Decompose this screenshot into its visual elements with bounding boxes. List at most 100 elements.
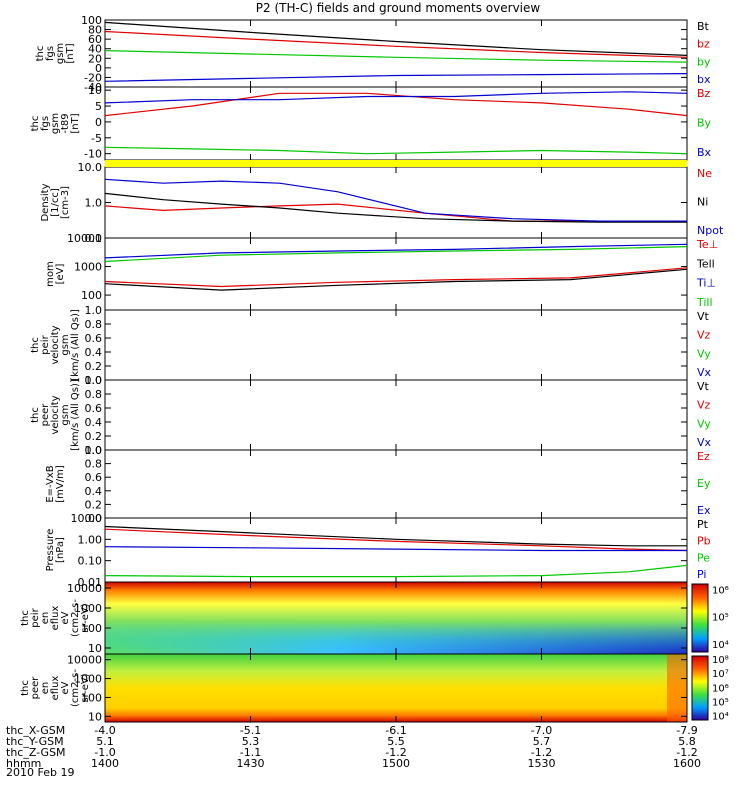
y-tick-label: 10000 xyxy=(67,232,102,245)
y-axis-label: fgs xyxy=(45,46,56,61)
y-tick-label: 10 xyxy=(88,642,102,655)
y-axis-label: fgs xyxy=(40,116,51,131)
y-axis-label: gsm xyxy=(60,334,71,355)
legend-label: Ez xyxy=(697,450,710,463)
ion-spectrogram-overlay xyxy=(105,582,687,654)
series-line-red xyxy=(104,30,688,58)
y-tick-label: 1000 xyxy=(74,673,102,686)
legend-label: Ti⊥ xyxy=(696,277,716,290)
y-tick-label: 20 xyxy=(88,52,102,65)
footer: thc_X-GSM -4.0 -5.1 -6.1 -7.0 -7.9 thc_Y-GSM 5.… xyxy=(6,724,701,779)
y-axis-label: [nT] xyxy=(65,43,76,63)
y-tick-label: 0 xyxy=(95,116,102,129)
y-tick-label: -40 xyxy=(84,81,102,94)
footer-row-value: -5.1 xyxy=(240,724,261,737)
y-axis-label: gsm xyxy=(60,404,71,425)
footer-row-value: 5.3 xyxy=(242,735,260,748)
y-axis-label: thc xyxy=(20,610,31,626)
legend-label: Ne xyxy=(697,167,712,180)
y-tick-label: 10.00 xyxy=(71,512,103,525)
footer-row-value: 1430 xyxy=(237,757,265,770)
colorbar-label: 10⁶ xyxy=(712,585,729,596)
y-tick-label: 1.0 xyxy=(85,444,103,457)
footer-row-value: 5.5 xyxy=(387,735,405,748)
y-axis-label: -t89 xyxy=(60,113,71,133)
y-axis-label: peer xyxy=(40,403,51,427)
y-tick-label: -20 xyxy=(84,71,102,84)
series-line-blue xyxy=(104,73,688,82)
panel-3: 10.0 1.0 0.1 Density [1/cc] [cm-3] Ne Ni Npot xyxy=(40,161,724,245)
y-tick-label: 0.6 xyxy=(85,471,103,484)
y-axis-label: peir xyxy=(30,607,41,627)
footer-row-label: thc_Z-GSM xyxy=(6,746,66,759)
colorbar-label: 10⁴ xyxy=(712,640,729,651)
y-tick-label: 0.1 xyxy=(85,232,103,245)
series-line-black xyxy=(104,192,687,223)
footer-row-value: -1.0 xyxy=(94,746,115,759)
y-tick-label: 0.01 xyxy=(78,576,103,589)
series-line-black xyxy=(104,268,688,291)
y-axis-label: velocity xyxy=(50,395,61,434)
panel-9: 10⁶ 10⁵ 10⁴ 10000 1000 100 10 thc peir en eflux eV(… xyxy=(20,581,729,655)
series-line-black xyxy=(104,525,687,547)
y-axis-label: en xyxy=(40,682,51,695)
y-tick-label: 100 xyxy=(81,622,102,635)
legend-label: by xyxy=(697,55,711,68)
footer-row-value: 1600 xyxy=(673,757,701,770)
legend-label: Npot xyxy=(697,224,724,237)
y-tick-label: 0.8 xyxy=(85,458,103,471)
y-tick-label: 0.8 xyxy=(85,318,103,331)
y-axis-label: en xyxy=(40,612,51,625)
legend-label: By xyxy=(697,117,712,130)
y-axis-label: (cm2-s- xyxy=(70,669,81,707)
footer-row-value: 5.8 xyxy=(678,735,696,748)
y-axis-label: velocity xyxy=(50,325,61,364)
y-tick-label: 100 xyxy=(81,289,102,302)
legend-label: Pt xyxy=(697,518,709,531)
y-axis-label: [mV/m] xyxy=(55,465,66,503)
legend-label: bx xyxy=(697,73,711,86)
legend-label: bz xyxy=(697,38,710,51)
y-tick-label: 1000 xyxy=(74,261,102,274)
y-tick-label: 0.4 xyxy=(85,346,103,359)
series-line-green xyxy=(104,50,688,63)
y-axis-label: gsm xyxy=(50,113,61,134)
legend-label: Vt xyxy=(697,380,710,393)
footer-row-label: thc_Y-GSM xyxy=(6,735,64,748)
y-tick-label: 5 xyxy=(95,100,102,113)
y-tick-label: -10 xyxy=(84,148,102,161)
legend-label: Vy xyxy=(697,417,711,430)
y-axis-label: [km/s (All Qs)] xyxy=(70,379,81,451)
y-axis-label: thc xyxy=(30,337,41,353)
y-tick-label: 0.2 xyxy=(85,498,103,511)
series-line-red xyxy=(104,203,687,222)
legend-label: Vz xyxy=(697,399,711,412)
y-tick-label: 10000 xyxy=(67,654,102,667)
electron-spectrogram xyxy=(105,654,687,722)
y-tick-label: 0.0 xyxy=(85,512,103,525)
series-line-red xyxy=(104,528,688,552)
y-tick-label: 10 xyxy=(88,710,102,723)
footer-row-label: hhmm xyxy=(6,757,41,770)
legend-label: Te⊥ xyxy=(696,238,718,251)
colorbar-label: 10⁷ xyxy=(712,669,729,680)
footer-row-value: -1.1 xyxy=(240,746,261,759)
y-tick-label: -5 xyxy=(91,132,102,145)
legend-label: Vz xyxy=(697,329,711,342)
y-axis-label: gsm xyxy=(55,43,66,64)
colorbar-label: 10⁴ xyxy=(712,712,729,723)
legend-label: Vx xyxy=(697,436,712,449)
legend-label: Bz xyxy=(697,87,711,100)
y-axis-label: sr-eV) xyxy=(80,673,91,702)
y-tick-label: 0.0 xyxy=(85,444,103,457)
electron-spectrogram-hot xyxy=(667,654,687,722)
series-line-green xyxy=(104,146,688,155)
y-axis-label: peir xyxy=(40,334,51,354)
y-axis-label: [1/cc] xyxy=(50,188,61,217)
y-tick-label: 0.0 xyxy=(85,374,103,387)
footer-row-value: 5.1 xyxy=(96,735,114,748)
y-tick-label: 0.6 xyxy=(85,402,103,415)
y-axis-label: [eV] xyxy=(55,264,66,285)
legend-label: Vt xyxy=(697,310,710,323)
